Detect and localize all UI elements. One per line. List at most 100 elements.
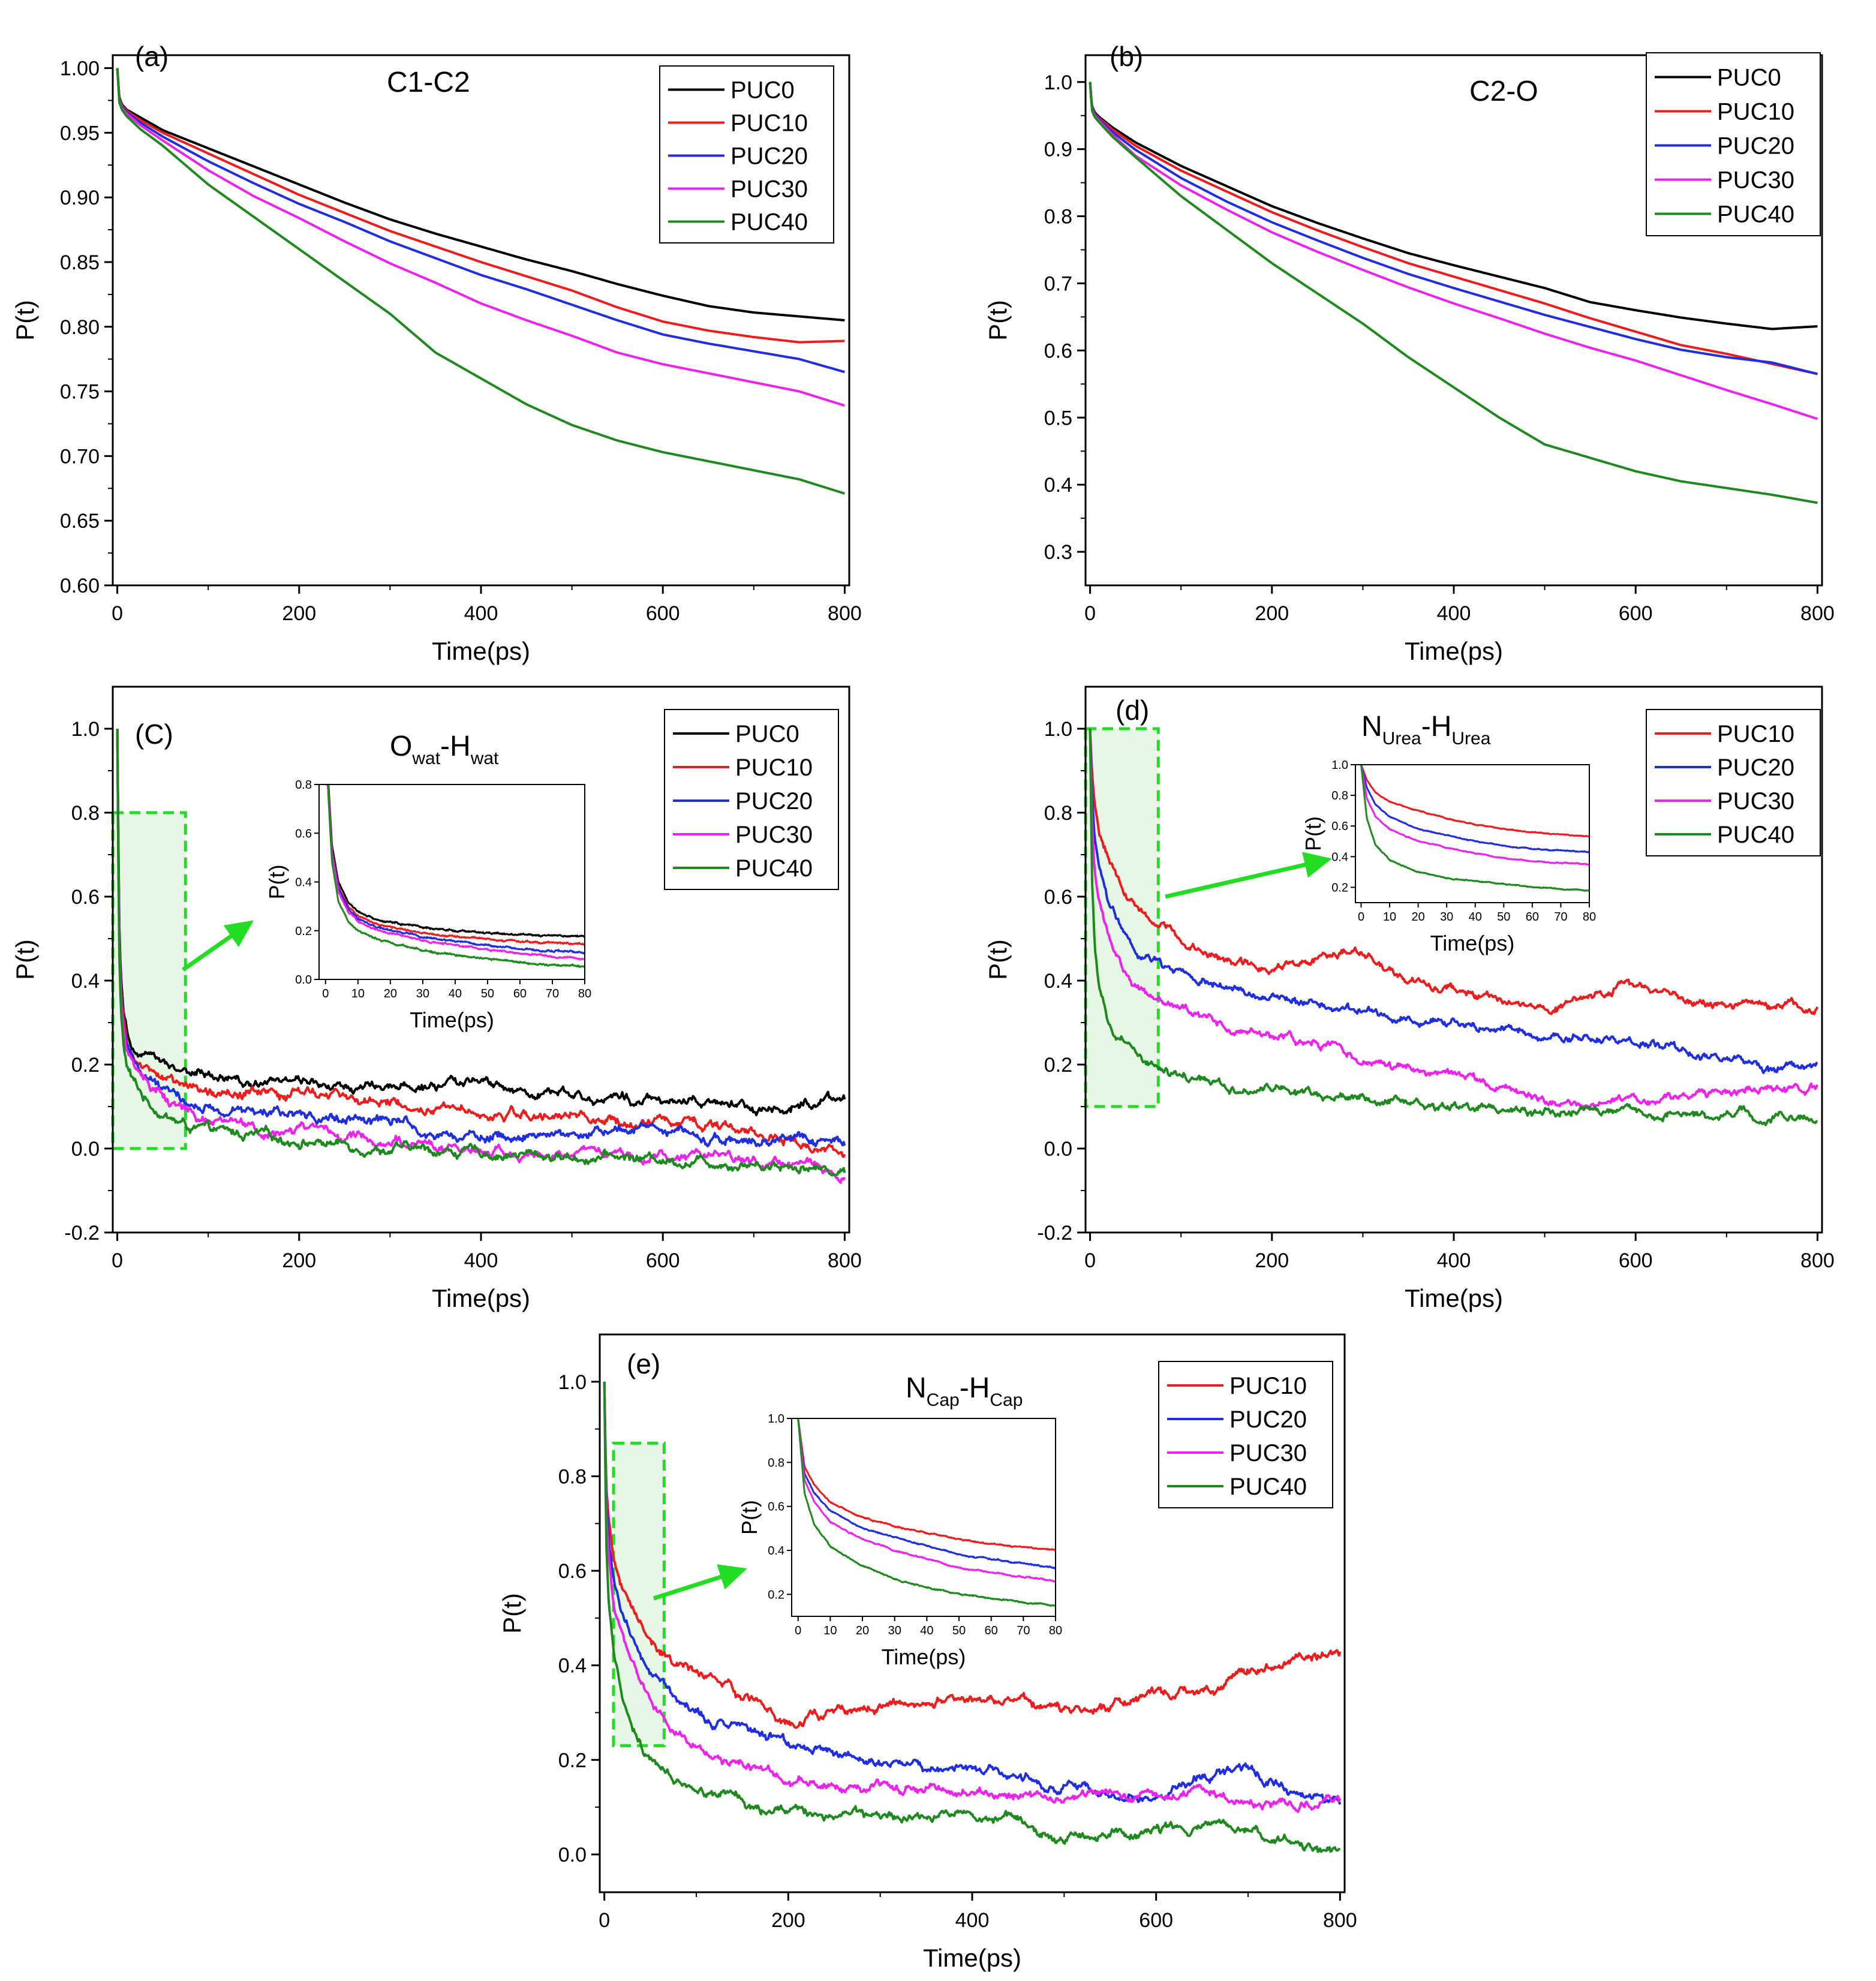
legend-label-puc10: PUC10 — [735, 754, 813, 781]
inset-series-line-puc10 — [1360, 765, 1589, 838]
inset-y-tick-label: 0.2 — [1331, 881, 1348, 894]
chart-title-subscript: Cap — [927, 1390, 960, 1410]
panel-label: (d) — [1116, 695, 1149, 726]
chart-title-text: C2-O — [1469, 76, 1538, 107]
chart-panel-c: 0 200 400 600 800-0.20.00.20.40.60.81.0Time(… — [11, 686, 862, 1312]
inset-y-tick-label: 0.8 — [295, 778, 312, 792]
legend-label-puc0: PUC0 — [1717, 65, 1781, 91]
y-tick-label: 0.60 — [60, 575, 100, 597]
y-tick-label: 0.4 — [1044, 970, 1072, 993]
series-line-puc20 — [603, 1381, 1342, 1805]
x-tick-label: 800 — [1800, 602, 1835, 625]
zoom-arrow-head — [717, 1564, 747, 1590]
inset-x-tick-label: 30 — [416, 987, 429, 1000]
inset-y-tick-label: 0.6 — [295, 827, 312, 840]
x-axis-title: Time(ps) — [1405, 1284, 1503, 1312]
inset-y-tick-label: 0.2 — [295, 925, 312, 938]
y-tick-label: 0.0 — [558, 1844, 587, 1866]
series-line-puc30 — [1089, 82, 1818, 420]
inset-background — [319, 784, 585, 979]
legend-label-puc20: PUC20 — [735, 788, 813, 814]
inset-x-tick-label: 60 — [1526, 910, 1539, 924]
series-line-puc40 — [116, 728, 846, 1177]
inset-x-tick-label: 0 — [795, 1624, 801, 1637]
x-axis-title: Time(ps) — [923, 1944, 1021, 1972]
x-tick-label: 200 — [1255, 1249, 1289, 1272]
chart-panel-e: 0 200 400 600 8000.00.20.40.60.81.0Time(ps)P… — [498, 1333, 1357, 1972]
y-tick-label: 0.7 — [1044, 272, 1072, 295]
series-line-puc10 — [1089, 728, 1819, 1015]
inset-series-group — [797, 1418, 1056, 1607]
legend-label-puc30: PUC30 — [735, 822, 813, 848]
y-tick-label: 0.8 — [1044, 206, 1072, 229]
chart-title-text: O — [390, 731, 412, 762]
series-line-puc20 — [1089, 728, 1818, 1074]
legend-label-puc0: PUC0 — [735, 721, 799, 747]
x-axis-title: Time(ps) — [1405, 637, 1503, 665]
y-tick-label: 0.6 — [1044, 886, 1072, 909]
y-tick-label: 1.0 — [1044, 718, 1072, 741]
chart-title: C2-O — [1469, 76, 1538, 107]
series-line-puc10 — [116, 728, 846, 1158]
zoom-highlight-box — [111, 811, 187, 1150]
inset-x-tick-label: 70 — [546, 987, 559, 1000]
legend-label-puc10: PUC10 — [1229, 1373, 1307, 1399]
y-tick-label: 0.85 — [60, 251, 100, 274]
y-tick-label: 1.0 — [71, 718, 100, 741]
x-tick-label: 800 — [1323, 1909, 1357, 1932]
series-line-puc10 — [603, 1381, 1342, 1729]
series-line-puc0 — [116, 68, 845, 321]
inset-series-line-puc40 — [797, 1418, 1056, 1607]
x-tick-label: 200 — [282, 1249, 316, 1272]
inset-x-tick-label: 80 — [1049, 1624, 1062, 1637]
x-tick-label: 0 — [112, 602, 123, 625]
y-tick-label: 0.5 — [1044, 407, 1072, 429]
panel-label: (b) — [1110, 41, 1143, 72]
inset-x-tick-label: 0 — [1358, 910, 1364, 924]
x-axis-title: Time(ps) — [432, 1284, 530, 1312]
inset-x-tick-label: 20 — [384, 987, 397, 1000]
inset-x-axis-title: Time(ps) — [410, 1008, 494, 1032]
y-tick-label: 0.9 — [1044, 139, 1072, 161]
inset-x-tick-label: 30 — [1440, 910, 1453, 924]
inset-x-tick-label: 50 — [481, 987, 494, 1000]
inset-x-tick-label: 40 — [1469, 910, 1482, 924]
inset-background — [792, 1418, 1056, 1616]
chart-title-text: -H — [440, 731, 471, 762]
inset-y-axis-title: P(t) — [264, 865, 289, 900]
chart-title-text: C1-C2 — [387, 67, 470, 98]
legend-label-puc20: PUC20 — [1229, 1406, 1307, 1433]
x-tick-label: 400 — [955, 1909, 990, 1932]
chart-title-text: N — [1361, 711, 1382, 743]
chart-title-text: N — [906, 1372, 927, 1404]
y-tick-label: 0.0 — [71, 1138, 100, 1161]
y-tick-label: 0.4 — [1044, 474, 1072, 497]
legend-label-puc40: PUC40 — [1717, 822, 1794, 848]
inset-x-tick-label: 80 — [578, 987, 591, 1000]
x-tick-label: 600 — [1619, 602, 1653, 625]
legend-label-puc30: PUC30 — [1717, 788, 1794, 814]
legend-label-puc40: PUC40 — [735, 855, 813, 882]
inset-y-axis-title: P(t) — [1301, 816, 1325, 851]
y-tick-label: 1.0 — [558, 1371, 587, 1394]
y-tick-label: 1.0 — [1044, 71, 1072, 94]
series-line-puc0 — [116, 728, 846, 1117]
inset-y-tick-label: 0.0 — [295, 973, 312, 987]
x-tick-label: 0 — [112, 1249, 123, 1272]
x-tick-label: 400 — [1437, 1249, 1471, 1272]
inset-x-tick-label: 60 — [513, 987, 527, 1000]
chart-title-text: -H — [1421, 711, 1452, 743]
inset-x-tick-label: 70 — [1554, 910, 1567, 924]
series-group — [116, 728, 846, 1184]
inset-y-axis-title: P(t) — [737, 1500, 762, 1535]
zoom-arrow-head — [1302, 852, 1332, 878]
inset-series-line-puc0 — [325, 784, 585, 939]
chart-title-subscript: wat — [411, 748, 440, 768]
zoom-highlight-box — [612, 1441, 666, 1748]
x-tick-label: 600 — [646, 602, 680, 625]
inset-series-group — [325, 784, 585, 968]
legend-label-puc40: PUC40 — [730, 209, 808, 236]
inset-frame — [1355, 764, 1590, 903]
inset-y-tick-label: 0.2 — [768, 1588, 784, 1601]
